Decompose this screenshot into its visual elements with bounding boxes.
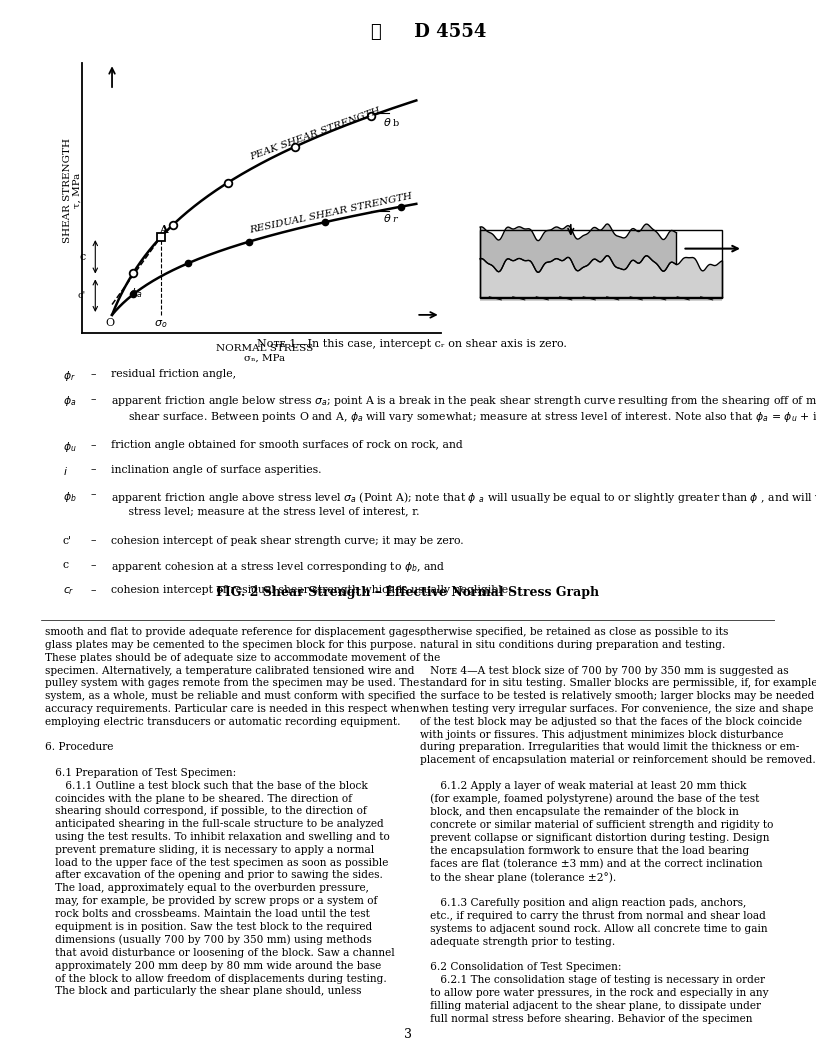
Text: apparent friction angle below stress $\sigma_a$; point A is a break in the peak : apparent friction angle below stress $\s…	[111, 394, 816, 423]
Text: cohesion intercept of residual shear strength which is usually negligible.: cohesion intercept of residual shear str…	[111, 585, 511, 596]
Text: $\sigma_o$: $\sigma_o$	[154, 318, 167, 329]
Text: $\phi_a$: $\phi_a$	[63, 394, 76, 408]
Text: inclination angle of surface asperities.: inclination angle of surface asperities.	[111, 465, 321, 474]
Text: –: –	[91, 535, 96, 546]
Text: $\phi_b$: $\phi_b$	[63, 490, 77, 504]
Text: c: c	[63, 561, 69, 570]
Text: 3: 3	[404, 1029, 412, 1041]
Text: $\theta$: $\theta$	[383, 116, 392, 128]
Text: RESIDUAL SHEAR STRENGTH: RESIDUAL SHEAR STRENGTH	[249, 191, 414, 234]
Text: D 4554: D 4554	[408, 23, 486, 41]
Text: residual friction angle,: residual friction angle,	[111, 369, 236, 379]
Text: FIG. 2 Shear Strength – Effective Normal Stress Graph: FIG. 2 Shear Strength – Effective Normal…	[216, 586, 600, 599]
Text: apparent friction angle above stress level $\sigma_a$ (Point A); note that $\phi: apparent friction angle above stress lev…	[111, 490, 816, 516]
Text: –: –	[91, 490, 96, 499]
Text: SHEAR STRENGTH
τ, MPa: SHEAR STRENGTH τ, MPa	[63, 138, 82, 243]
Text: $\theta$: $\theta$	[383, 212, 392, 224]
Text: –: –	[91, 369, 96, 379]
Text: A: A	[159, 224, 168, 234]
Text: $\phi_u$: $\phi_u$	[63, 439, 77, 454]
Text: r: r	[392, 215, 397, 224]
Text: b: b	[392, 119, 399, 128]
Text: c: c	[80, 251, 86, 262]
Text: c': c'	[63, 535, 72, 546]
Text: $\phi_a$: $\phi_a$	[129, 286, 142, 300]
Text: $i$: $i$	[63, 465, 68, 476]
Text: –: –	[91, 394, 96, 403]
Text: friction angle obtained for smooth surfaces of rock on rock, and: friction angle obtained for smooth surfa…	[111, 439, 463, 450]
Text: c': c'	[78, 291, 86, 300]
Text: O: O	[105, 318, 114, 328]
Text: –: –	[91, 585, 96, 596]
Text: –: –	[91, 439, 96, 450]
Text: –: –	[91, 561, 96, 570]
Text: cohesion intercept of peak shear strength curve; it may be zero.: cohesion intercept of peak shear strengt…	[111, 535, 463, 546]
Text: –: –	[91, 465, 96, 474]
Text: $c_r$: $c_r$	[63, 585, 74, 598]
Text: PEAK SHEAR STRENGTH: PEAK SHEAR STRENGTH	[249, 106, 382, 162]
Text: Ⓜ: Ⓜ	[370, 23, 381, 41]
Text: apparent cohesion at a stress level corresponding to $\phi_b$, and: apparent cohesion at a stress level corr…	[111, 561, 445, 574]
Text: smooth and flat to provide adequate reference for displacement gages;
glass plat: smooth and flat to provide adequate refe…	[45, 627, 440, 997]
Text: NORMAL STRESS
σₙ, MPa: NORMAL STRESS σₙ, MPa	[215, 343, 313, 363]
Text: $\phi_r$: $\phi_r$	[63, 369, 76, 382]
Text: otherwise specified, be retained as close as possible to its
natural in situ con: otherwise specified, be retained as clos…	[420, 627, 816, 1023]
Text: Nᴏᴛᴇ 1—In this case, intercept cᵣ on shear axis is zero.: Nᴏᴛᴇ 1—In this case, intercept cᵣ on she…	[257, 339, 567, 348]
